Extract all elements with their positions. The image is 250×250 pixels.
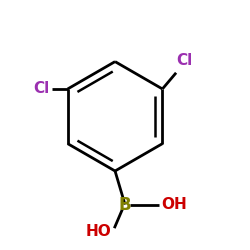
Text: OH: OH [161, 197, 187, 212]
Text: Cl: Cl [176, 53, 192, 68]
Text: Cl: Cl [33, 82, 50, 96]
Text: HO: HO [86, 224, 111, 240]
Text: B: B [119, 196, 131, 214]
